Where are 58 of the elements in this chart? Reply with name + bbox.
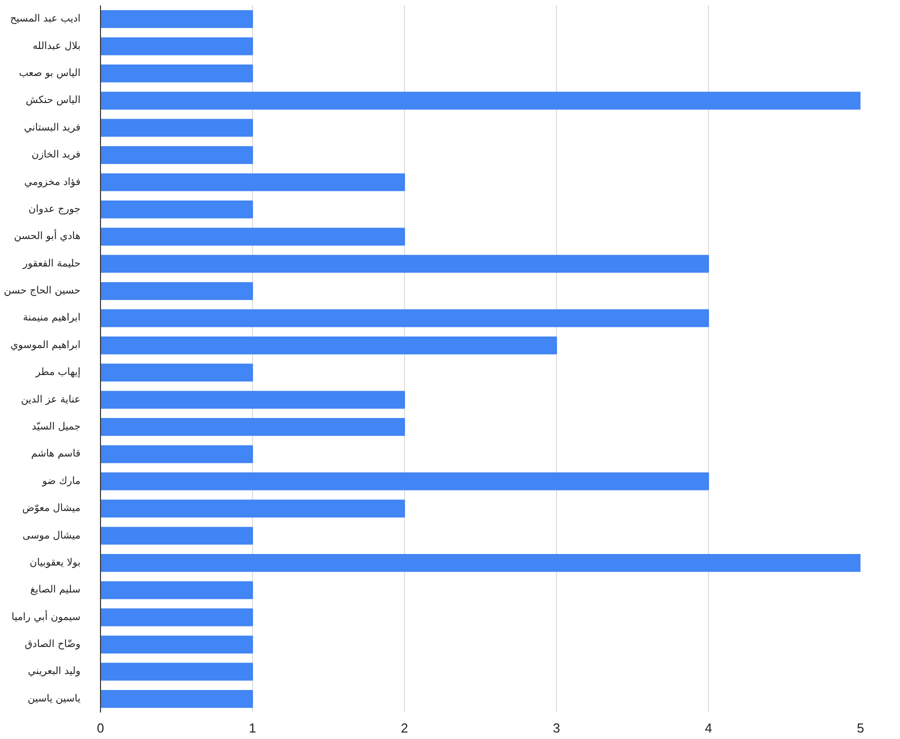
y-tick-label: مارك ضو — [41, 476, 80, 487]
y-tick-label: ميشال معوّض — [22, 503, 81, 514]
y-tick-label: بلال عبدالله — [32, 40, 81, 52]
x-tick-label: 0 — [96, 720, 104, 736]
y-tick-label: بولا يعقوبيان — [30, 557, 81, 568]
y-tick-label: سليم الصايغ — [30, 584, 81, 596]
bar — [100, 309, 709, 328]
y-tick-label: سيمون أبي راميا — [12, 610, 81, 623]
y-tick-label: جورج عدوان — [28, 204, 81, 215]
y-tick-label: حسين الحاج حسن — [4, 286, 81, 297]
bar — [100, 500, 405, 518]
bar — [100, 662, 253, 681]
y-tick-label: وضّاح الصادق — [24, 638, 81, 650]
x-tick-label: 3 — [552, 720, 560, 736]
bar — [100, 37, 253, 56]
y-tick-label: الياس بو صعب — [18, 68, 81, 79]
bar — [100, 254, 709, 273]
bar — [100, 10, 253, 28]
y-tick-label: حليمة القعقور — [22, 258, 80, 270]
x-tick-label: 1 — [248, 720, 256, 736]
bar — [100, 173, 405, 192]
bar — [100, 200, 253, 218]
y-tick-label: هادي أبو الحسن — [14, 229, 80, 242]
bar — [100, 690, 253, 708]
bar — [100, 92, 860, 110]
bar — [100, 336, 557, 354]
bar — [100, 228, 405, 246]
y-tick-label: فريد البستاني — [24, 122, 81, 134]
y-tick-label: قاسم هاشم — [31, 448, 81, 460]
y-tick-label: ابراهيم منيمنة — [22, 312, 81, 324]
bar — [100, 636, 253, 654]
bar — [100, 282, 253, 300]
y-tick-label: فريد الخازن — [31, 150, 81, 161]
bar — [100, 554, 860, 572]
bar — [100, 390, 405, 409]
y-tick-label: ياسين ياسين — [28, 693, 81, 704]
y-tick-label: ابراهيم الموسوي — [10, 340, 81, 351]
y-tick-label: عناية عز الدين — [21, 394, 81, 406]
bar — [100, 526, 253, 545]
x-tick-label: 5 — [856, 720, 864, 736]
y-tick-label: جميل السيّد — [32, 421, 81, 432]
x-tick-label: 2 — [400, 720, 408, 736]
y-tick-label: فؤاد مخزومي — [24, 176, 81, 188]
y-tick-label: اديب عبد المسيح — [10, 14, 81, 25]
bar — [100, 418, 405, 436]
bar — [100, 364, 253, 382]
y-tick-label: إيهاب مطر — [34, 367, 81, 378]
bar — [100, 118, 253, 137]
y-tick-label: وليد البعريني — [28, 666, 81, 678]
bar — [100, 581, 253, 600]
y-tick-label: الياس حنكش — [26, 95, 81, 106]
x-tick-label: 4 — [704, 720, 712, 736]
bar — [100, 472, 709, 490]
bar — [100, 445, 253, 464]
bar — [100, 64, 253, 82]
bar — [100, 146, 253, 164]
y-tick-label: ميشال موسى — [22, 530, 81, 542]
bar — [100, 608, 253, 626]
